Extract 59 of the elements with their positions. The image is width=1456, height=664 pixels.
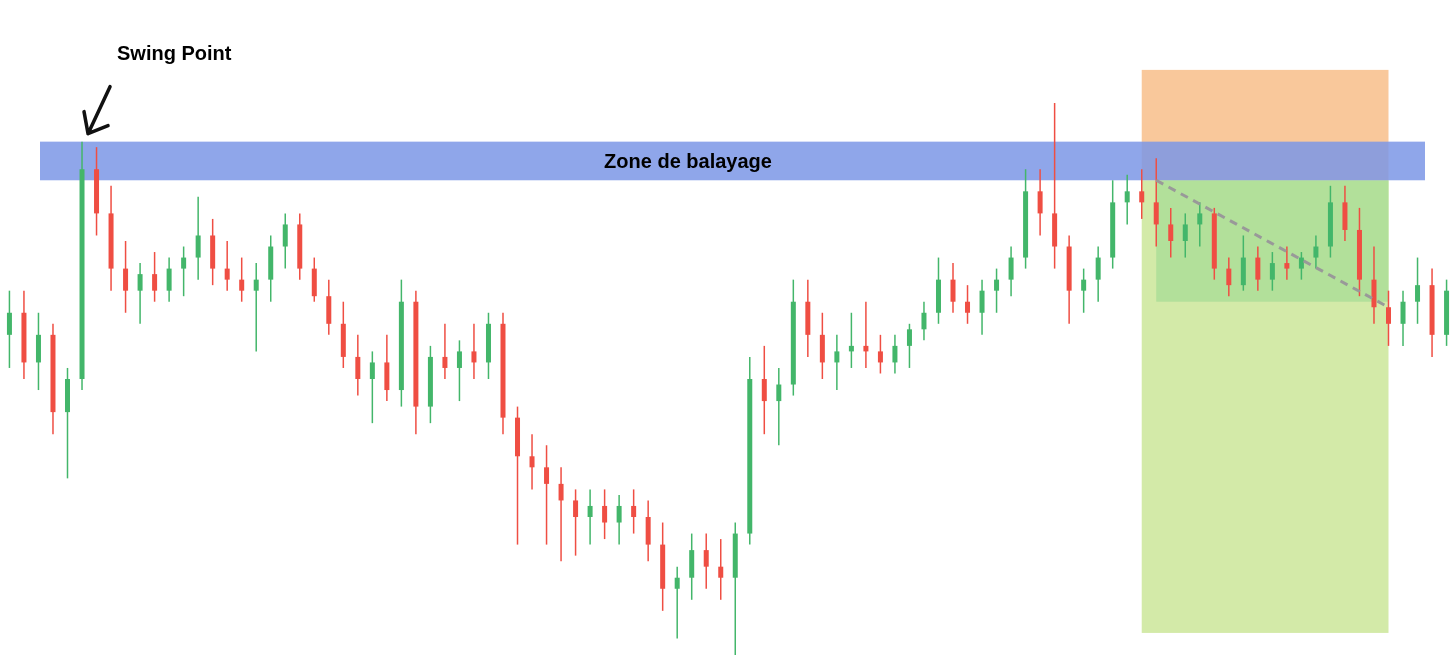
candlestick — [761, 345, 767, 435]
candlestick — [137, 262, 143, 325]
candlestick — [456, 339, 462, 402]
candlestick — [950, 262, 956, 314]
candlestick — [558, 466, 564, 562]
candlestick — [834, 334, 840, 391]
candlestick — [1284, 245, 1290, 281]
candlestick — [442, 323, 448, 380]
candlestick — [1226, 256, 1232, 297]
candlestick — [1255, 245, 1261, 292]
candlestick — [1168, 207, 1174, 259]
candlestick — [965, 284, 971, 325]
candlestick — [906, 323, 912, 369]
candlestick — [253, 262, 259, 353]
candlestick — [1153, 157, 1159, 248]
candlestick — [181, 245, 187, 297]
candlestick — [1008, 245, 1014, 297]
candlestick — [877, 334, 883, 375]
candlestick — [892, 334, 898, 375]
candlestick — [1415, 256, 1421, 325]
candlestick — [152, 251, 158, 303]
candlestick — [6, 289, 12, 369]
candlestick — [1298, 251, 1304, 281]
candlestick — [529, 433, 535, 491]
band-label: Zone de balayage — [604, 149, 772, 172]
candlestick — [994, 267, 1000, 314]
candlestick — [471, 323, 477, 380]
candlestick — [602, 488, 608, 540]
candlestick — [224, 240, 230, 292]
candlestick — [1081, 267, 1087, 314]
candlestick — [282, 212, 288, 270]
candlestick — [703, 532, 709, 590]
candlestick — [1313, 234, 1319, 270]
candlestick — [1037, 168, 1043, 237]
candlestick — [1124, 174, 1130, 226]
candlestick — [718, 538, 724, 601]
candlestick — [921, 300, 927, 342]
candlestick — [195, 196, 201, 281]
candlestick — [355, 334, 361, 397]
text: Swing Point — [117, 41, 232, 64]
candlestick — [123, 240, 129, 314]
candlestick — [1386, 289, 1391, 347]
candlestick — [1400, 289, 1406, 347]
candlestick — [1197, 201, 1203, 248]
candlestick — [369, 350, 375, 424]
candlestick — [166, 256, 172, 303]
candlestick — [1269, 251, 1275, 292]
candlestick — [1139, 168, 1145, 220]
candlestick — [1182, 212, 1188, 259]
candlestick — [616, 494, 622, 546]
candlestick — [631, 488, 637, 535]
candlestick — [776, 367, 782, 446]
candlestick — [979, 278, 985, 336]
candlestick — [674, 565, 680, 640]
candlestick — [587, 488, 593, 546]
candlestick — [573, 488, 579, 557]
candlestick — [544, 444, 550, 546]
candlestick — [239, 256, 245, 303]
candlestick — [1095, 245, 1101, 303]
